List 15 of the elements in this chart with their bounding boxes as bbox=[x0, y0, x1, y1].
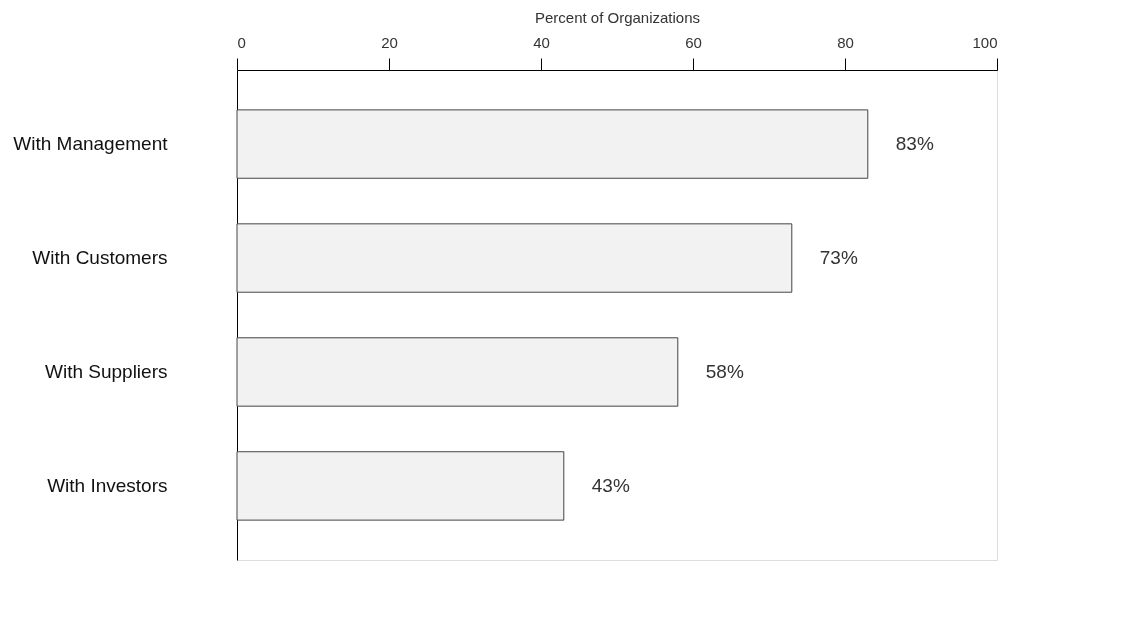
x-tick-label: 80 bbox=[837, 33, 854, 51]
data-label: 58% bbox=[705, 360, 744, 382]
x-tick-label: 60 bbox=[685, 33, 702, 51]
x-tick-label: 40 bbox=[533, 33, 550, 51]
data-label: 43% bbox=[591, 474, 630, 496]
y-tick-label: With Investors bbox=[47, 474, 168, 496]
y-tick-label: With Management bbox=[13, 133, 169, 155]
data-label: 83% bbox=[895, 133, 934, 155]
x-tick-label: 100 bbox=[972, 33, 998, 51]
x-tick-label: 20 bbox=[381, 33, 398, 51]
data-label: 73% bbox=[819, 247, 858, 269]
x-axis-title: Percent of Organizations bbox=[534, 8, 701, 26]
y-tick-label: With Customers bbox=[32, 247, 168, 269]
x-tick-label: 0 bbox=[237, 33, 246, 51]
y-tick-label: With Suppliers bbox=[45, 360, 168, 382]
